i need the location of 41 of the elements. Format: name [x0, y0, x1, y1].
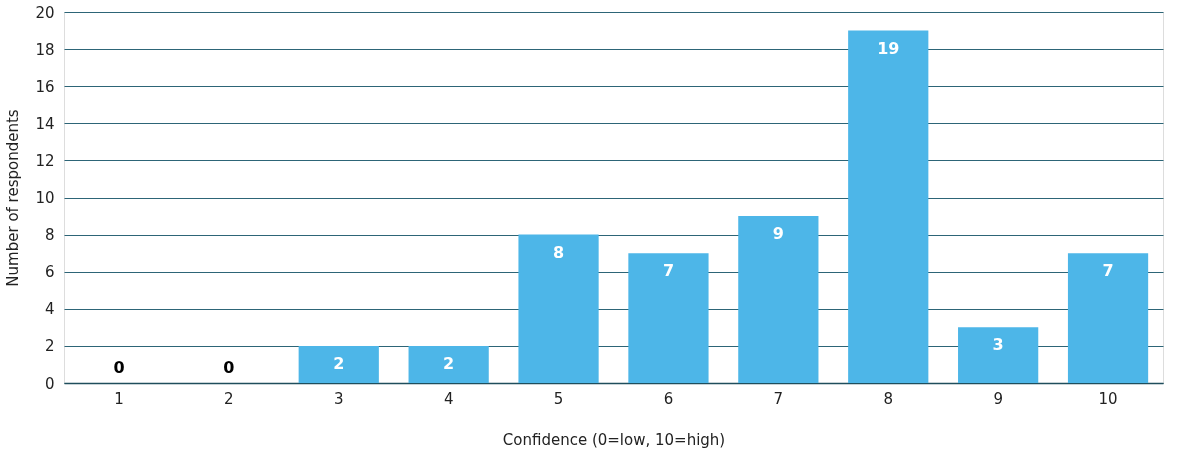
x-tick-label: 1 [114, 389, 124, 408]
y-tick-label: 4 [44, 300, 55, 319]
bar [518, 234, 599, 383]
x-tick-label: 8 [883, 389, 894, 408]
y-tick-label: 6 [44, 263, 55, 282]
x-tick-label: 9 [993, 389, 1003, 408]
y-tick-label: 2 [44, 337, 55, 356]
data-label: 2 [443, 353, 455, 373]
data-label: 0 [223, 358, 235, 377]
x-axis-title: Confidence (0=low, 10=high) [502, 430, 726, 449]
data-label: 7 [1102, 261, 1114, 281]
data-label: 19 [877, 38, 900, 58]
data-label: 7 [662, 261, 675, 281]
y-axis-title: Number of respondents [4, 109, 23, 287]
y-tick-label: 20 [35, 3, 55, 22]
x-tick-label: 7 [773, 389, 784, 408]
bar [958, 327, 1039, 383]
x-tick-label: 4 [443, 389, 454, 408]
y-tick-label: 14 [35, 114, 55, 133]
y-tick-label: 18 [35, 40, 55, 59]
y-tick-label: 16 [35, 77, 55, 96]
x-tick-label: 2 [224, 389, 234, 408]
y-tick-label: 0 [44, 374, 55, 393]
data-label: 2 [333, 353, 345, 373]
bar [1067, 253, 1149, 383]
data-label: 8 [552, 242, 565, 262]
x-tick-label: 10 [1098, 389, 1118, 408]
bar [628, 253, 709, 383]
bar [298, 345, 379, 383]
data-label: 0 [113, 358, 125, 377]
y-tick-label: 8 [44, 226, 55, 245]
bar [738, 216, 819, 383]
x-tick-label: 3 [333, 389, 344, 408]
x-tick-label: 6 [663, 389, 674, 408]
y-tick-label: 12 [35, 151, 55, 170]
data-label: 9 [772, 224, 784, 244]
bar [848, 30, 929, 383]
bar [408, 345, 489, 383]
y-tick-label: 10 [35, 189, 55, 207]
x-tick-label: 5 [553, 389, 564, 408]
data-label: 3 [992, 335, 1004, 355]
